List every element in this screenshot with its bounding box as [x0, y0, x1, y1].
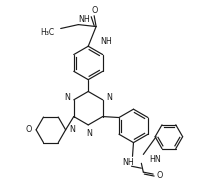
Text: H₃C: H₃C — [40, 28, 54, 37]
Text: HN: HN — [149, 155, 160, 164]
Text: N: N — [106, 93, 112, 102]
Text: N: N — [86, 129, 92, 138]
Text: NH: NH — [122, 158, 134, 167]
Text: NH: NH — [78, 15, 90, 24]
Text: N: N — [69, 125, 75, 134]
Text: NH: NH — [100, 37, 111, 46]
Text: N: N — [64, 93, 70, 102]
Text: O: O — [156, 171, 162, 180]
Text: O: O — [26, 125, 32, 134]
Text: O: O — [91, 6, 98, 15]
